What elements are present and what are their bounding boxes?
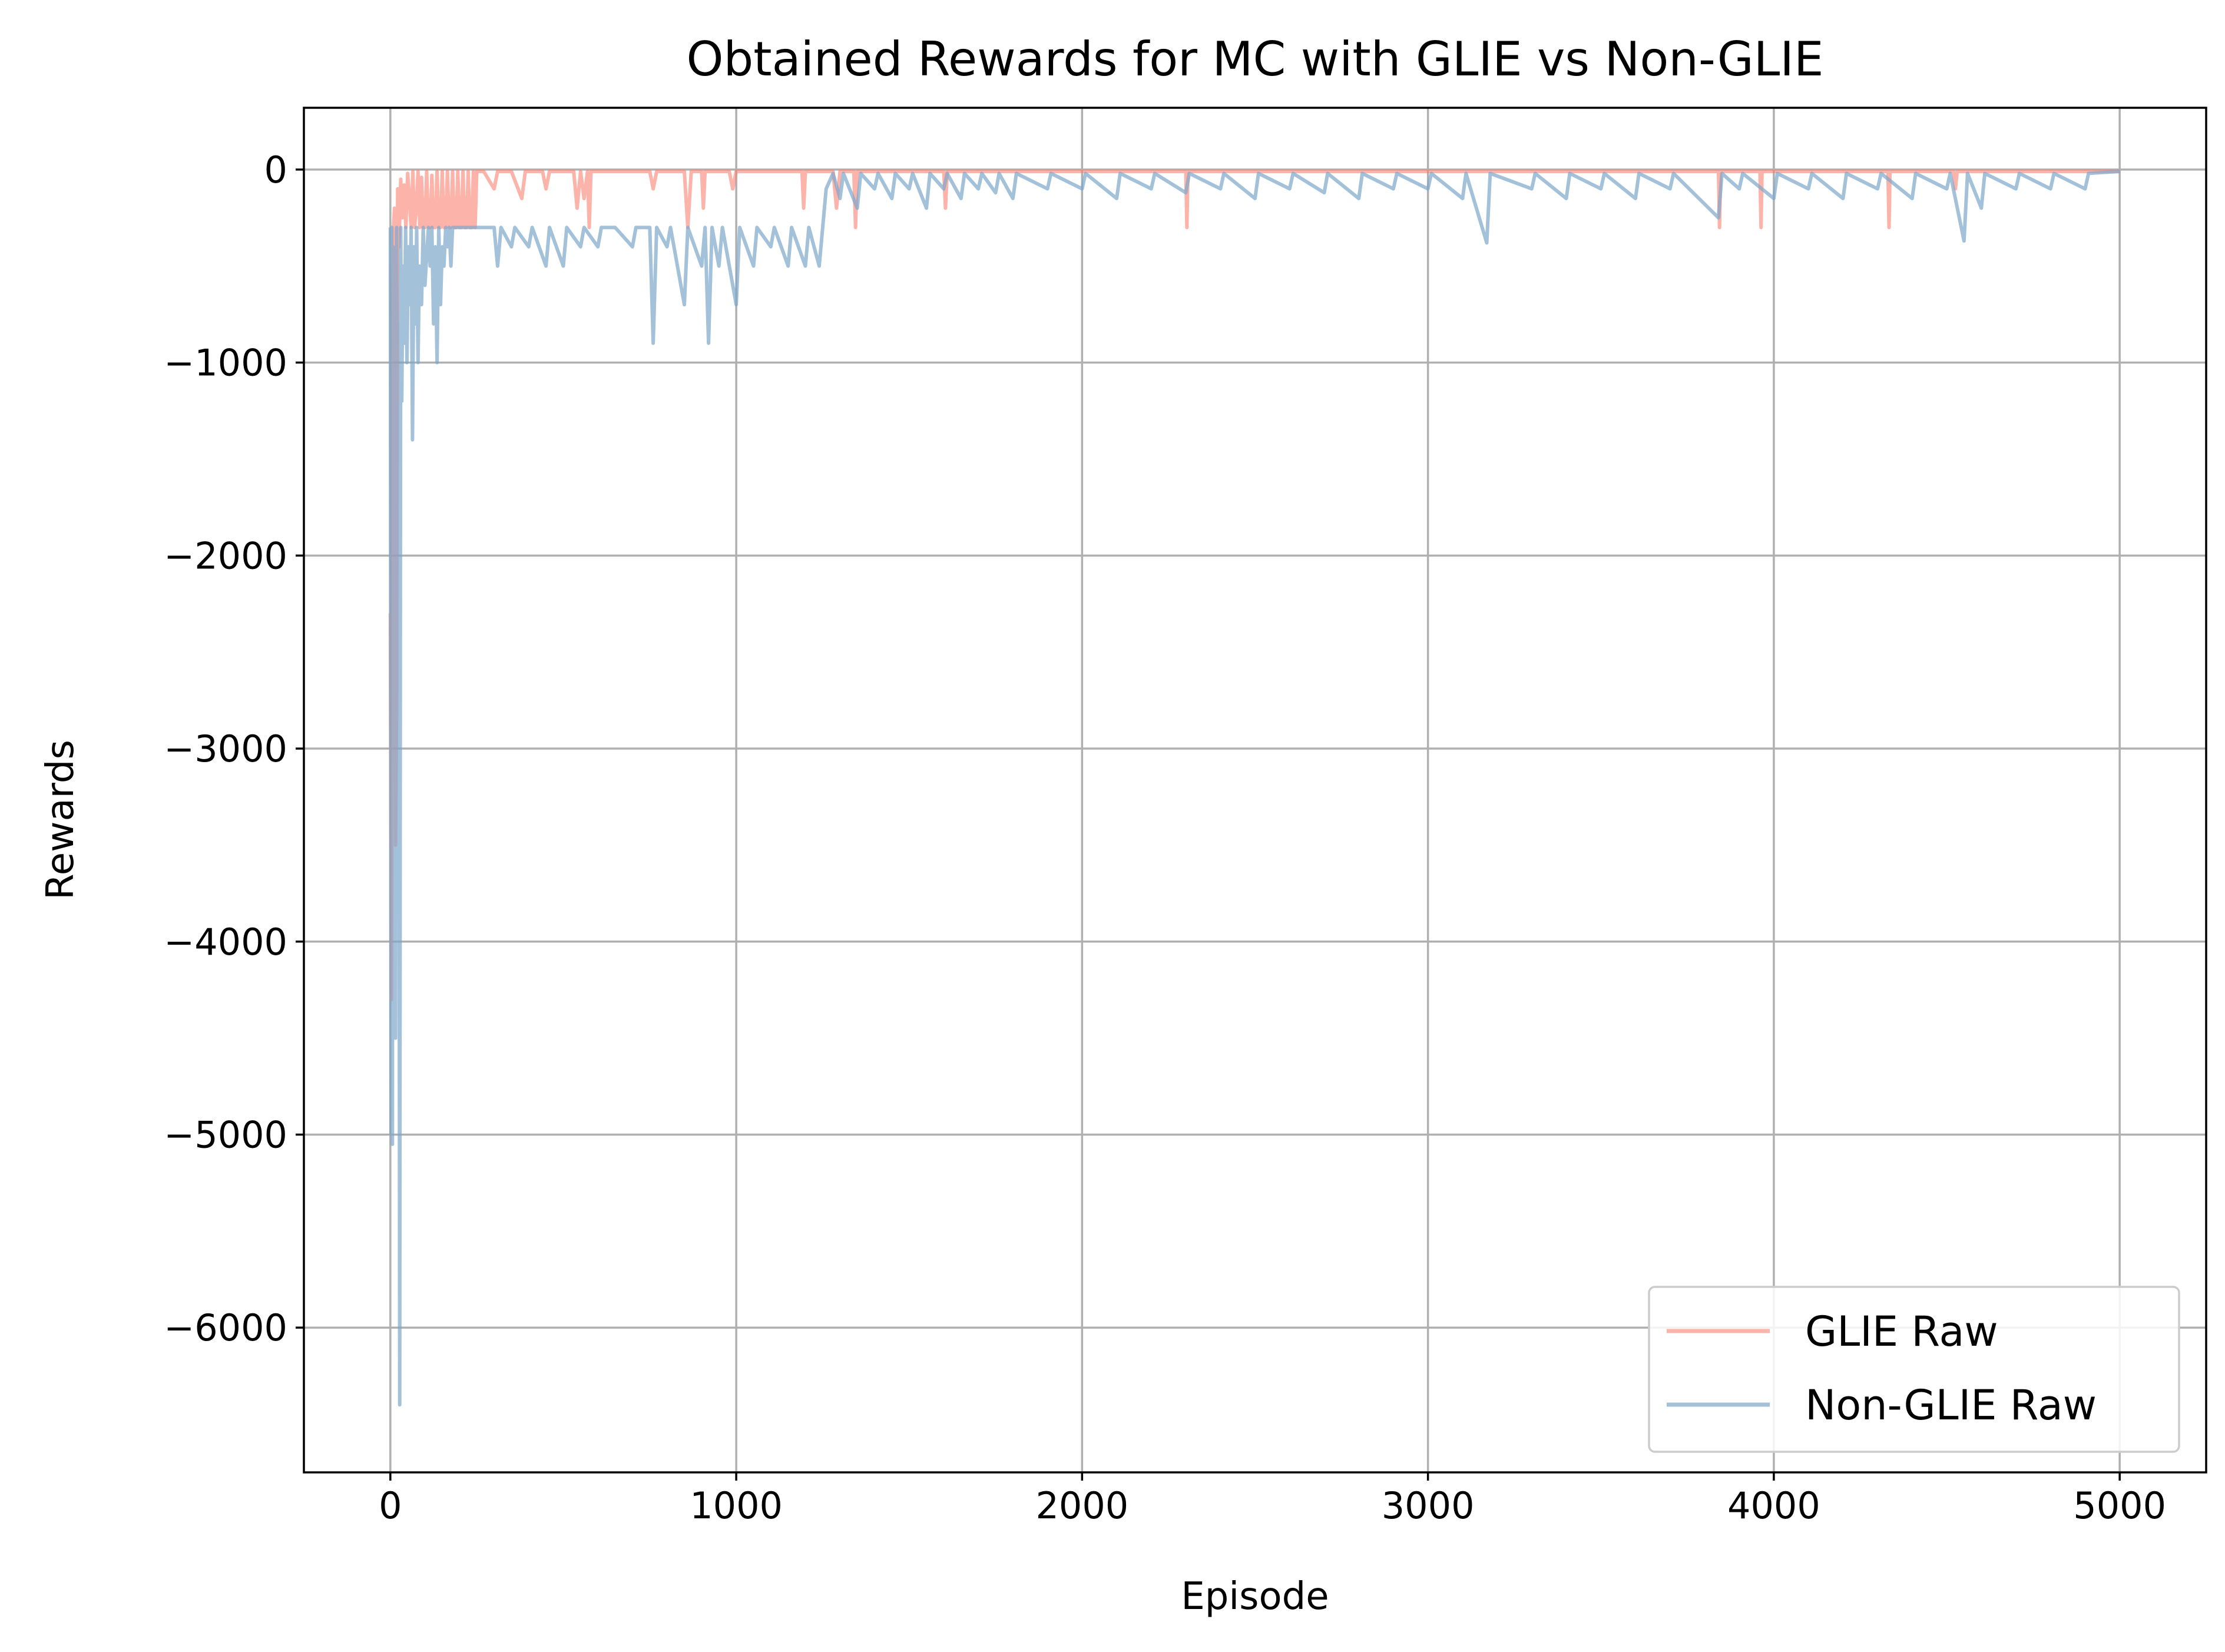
series-line-non-glie <box>388 170 2120 1407</box>
legend-box <box>1648 1286 2180 1453</box>
x-tick-label: 3000 <box>1382 1484 1475 1527</box>
plot-frame <box>303 107 2207 1474</box>
x-axis-ticks: 0 1000 2000 3000 4000 5000 <box>379 1472 2166 1527</box>
grid-lines <box>304 108 2206 1472</box>
y-tick-label: −5000 <box>164 1113 287 1156</box>
series-line-glie <box>388 170 2120 1002</box>
chart-title: Obtained Rewards for MC with GLIE vs Non… <box>686 32 1823 87</box>
series-layer <box>388 170 2120 1407</box>
x-axis-label: Episode <box>1181 1575 1329 1618</box>
y-axis-ticks: 0 −1000 −2000 −3000 −4000 −5000 −6000 <box>164 148 304 1349</box>
legend-label: GLIE Raw <box>1805 1307 1998 1356</box>
x-tick-label: 0 <box>379 1484 402 1527</box>
x-tick-label: 2000 <box>1035 1484 1128 1527</box>
y-tick-label: −2000 <box>164 534 287 577</box>
y-tick-label: −6000 <box>164 1306 287 1349</box>
y-tick-label: −4000 <box>164 921 287 964</box>
x-tick-label: 5000 <box>2073 1484 2166 1527</box>
y-axis-label: Rewards <box>39 740 82 900</box>
legend-label: Non-GLIE Raw <box>1805 1381 2097 1429</box>
x-tick-label: 4000 <box>1727 1484 1820 1527</box>
y-tick-label: −1000 <box>164 342 287 385</box>
x-tick-label: 1000 <box>690 1484 783 1527</box>
y-tick-label: 0 <box>264 148 287 191</box>
y-tick-label: −3000 <box>164 727 287 770</box>
legend: GLIE Raw Non-GLIE Raw <box>1648 1286 2180 1453</box>
